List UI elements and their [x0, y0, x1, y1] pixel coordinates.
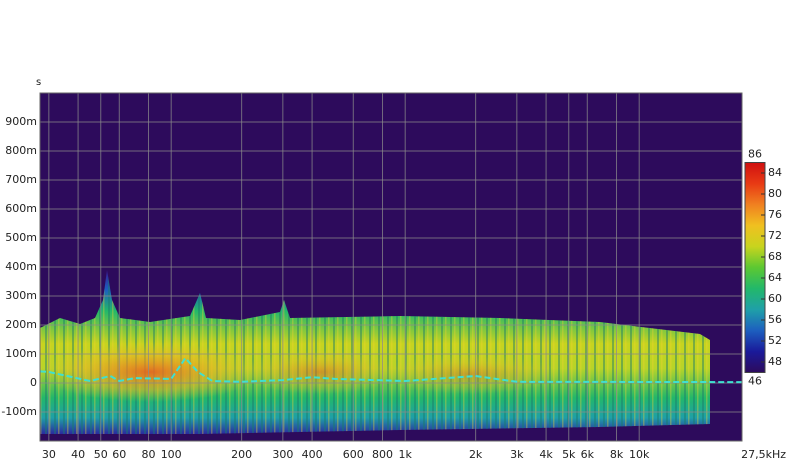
y-unit: s — [36, 77, 41, 88]
colorbar-label: 46 — [748, 375, 762, 388]
colorbar — [744, 162, 766, 373]
x-tick-label: 4k — [539, 448, 553, 461]
y-tick-label: 800m — [5, 144, 37, 157]
x-tick-label: 10k — [629, 448, 650, 461]
colorbar-label: 80 — [768, 187, 782, 200]
x-tick-label: 600 — [343, 448, 364, 461]
y-tick-label: 300m — [5, 289, 37, 302]
group-delay-line — [39, 356, 743, 384]
y-tick-label: 200m — [5, 318, 37, 331]
x-tick-label: 40 — [71, 448, 85, 461]
x-tick-label: 1k — [399, 448, 413, 461]
colorbar-label: 84 — [768, 166, 782, 179]
x-tick-label: 30 — [42, 448, 56, 461]
y-tick-label: 0 — [30, 376, 37, 389]
y-tick-label: 900m — [5, 115, 37, 128]
y-tick-label: -100m — [1, 405, 37, 418]
x-tick-label: 6k — [581, 448, 595, 461]
colorbar-label: 68 — [768, 250, 782, 263]
colorbar-label: 60 — [768, 292, 782, 305]
colorbar-label: 72 — [768, 229, 782, 242]
colorbar-label: 48 — [768, 355, 782, 368]
x-tick-label: 50 — [94, 448, 108, 461]
hot-region — [380, 354, 560, 394]
x-tick-label: 800 — [372, 448, 393, 461]
x-tick-label: 5k — [562, 448, 576, 461]
colorbar-label: 64 — [768, 271, 782, 284]
x-tick-label: 100 — [161, 448, 182, 461]
y-tick-label: 100m — [5, 347, 37, 360]
spectrogram-field — [40, 270, 710, 434]
x-tick-label: 200 — [231, 448, 252, 461]
x-tick-label: 300 — [272, 448, 293, 461]
x-tick-label: 60 — [112, 448, 126, 461]
hot-region — [240, 350, 400, 394]
y-tick-label: 400m — [5, 260, 37, 273]
y-tick-label: 700m — [5, 173, 37, 186]
plot-frame — [39, 92, 743, 442]
colorbar-label: 86 — [748, 148, 762, 161]
colorbar-label: 76 — [768, 208, 782, 221]
x-tick-label: 8k — [610, 448, 624, 461]
x-tick-label: 3k — [510, 448, 524, 461]
colorbar-label: 52 — [768, 334, 782, 347]
hot-region — [40, 342, 260, 402]
y-tick-label: 500m — [5, 231, 37, 244]
x-tick-label: 80 — [142, 448, 156, 461]
y-tick-label: 600m — [5, 202, 37, 215]
colorbar-label: 56 — [768, 313, 782, 326]
x-tick-label: 2k — [469, 448, 483, 461]
x-tick-label: 27,5kHz — [741, 448, 786, 461]
x-tick-label: 400 — [302, 448, 323, 461]
